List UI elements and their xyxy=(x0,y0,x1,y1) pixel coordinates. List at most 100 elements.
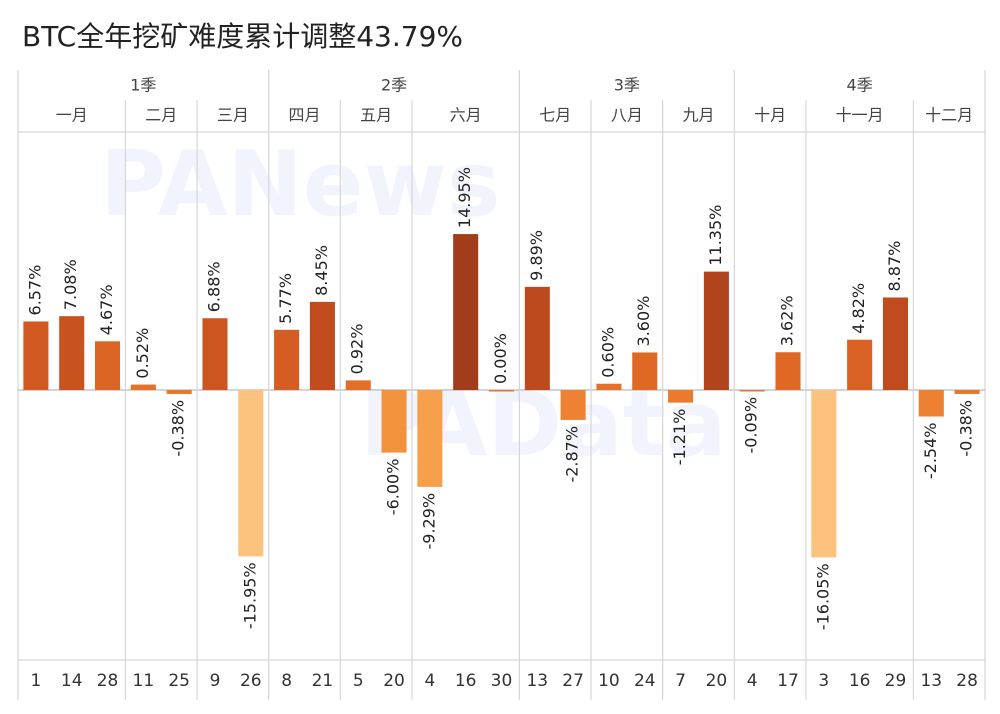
quarter-label: 3季 xyxy=(614,76,640,95)
bar xyxy=(95,341,121,390)
value-label: -9.29% xyxy=(419,493,438,550)
x-tick-label: 24 xyxy=(634,671,656,691)
svg-text:PANews: PANews xyxy=(100,132,500,237)
quarter-label: 2季 xyxy=(381,76,407,95)
x-tick-label: 28 xyxy=(956,671,978,691)
month-label: 十一月 xyxy=(836,106,884,125)
x-tick-label: 20 xyxy=(383,671,405,691)
value-label: 4.67% xyxy=(97,284,116,335)
quarter-label: 1季 xyxy=(130,76,156,95)
x-tick-label: 10 xyxy=(598,671,620,691)
x-tick-label: 16 xyxy=(455,671,477,691)
value-label: 7.08% xyxy=(61,259,80,310)
x-tick-label: 27 xyxy=(562,671,584,691)
bar xyxy=(453,234,479,390)
value-label: -0.38% xyxy=(957,400,976,457)
x-tick-label: 29 xyxy=(885,671,907,691)
month-label: 七月 xyxy=(539,106,571,125)
x-tick-label: 4 xyxy=(747,671,758,691)
bar xyxy=(703,271,729,390)
bar xyxy=(274,329,300,390)
x-tick-label: 17 xyxy=(777,671,799,691)
value-label: 9.89% xyxy=(527,230,546,281)
x-tick-label: 16 xyxy=(849,671,871,691)
bar xyxy=(847,339,873,390)
value-label: 8.45% xyxy=(312,245,331,296)
x-tick-label: 3 xyxy=(818,671,829,691)
value-label: 0.60% xyxy=(598,327,617,378)
month-label: 三月 xyxy=(217,106,249,125)
bar xyxy=(739,390,765,392)
value-label: -1.21% xyxy=(670,409,689,466)
value-label: -16.05% xyxy=(813,563,832,630)
bar xyxy=(524,286,550,390)
bar xyxy=(238,390,264,557)
x-tick-label: 5 xyxy=(353,671,364,691)
x-tick-label: 25 xyxy=(168,671,190,691)
bar xyxy=(59,316,85,390)
x-tick-label: 11 xyxy=(133,671,155,691)
x-tick-label: 7 xyxy=(675,671,686,691)
x-tick-label: 13 xyxy=(920,671,942,691)
x-tick-label: 14 xyxy=(61,671,83,691)
value-label: 6.88% xyxy=(204,261,223,312)
x-tick-label: 13 xyxy=(526,671,548,691)
bar xyxy=(596,383,622,390)
x-tick-label: 9 xyxy=(210,671,221,691)
x-tick-label: 8 xyxy=(281,671,292,691)
bar xyxy=(417,390,443,487)
x-tick-label: 30 xyxy=(491,671,513,691)
bar xyxy=(202,318,228,390)
month-label: 五月 xyxy=(360,106,392,125)
bar xyxy=(23,321,49,390)
x-tick-label: 28 xyxy=(97,671,119,691)
value-label: 6.57% xyxy=(25,265,44,316)
month-label: 四月 xyxy=(289,106,321,125)
x-tick-label: 1 xyxy=(30,671,41,691)
month-label: 九月 xyxy=(682,106,714,125)
bar xyxy=(918,390,944,417)
value-label: 14.95% xyxy=(455,167,474,228)
value-label: -2.54% xyxy=(921,422,940,479)
value-label: 0.00% xyxy=(491,333,510,384)
bar xyxy=(130,384,156,390)
value-label: 3.62% xyxy=(778,295,797,346)
value-label: -2.87% xyxy=(563,426,582,483)
bar xyxy=(166,390,192,394)
month-label: 二月 xyxy=(145,106,177,125)
value-label: 5.77% xyxy=(276,273,295,324)
x-tick-label: 4 xyxy=(424,671,435,691)
month-label: 十月 xyxy=(754,106,786,125)
value-label: -15.95% xyxy=(240,562,259,629)
value-label: 11.35% xyxy=(706,205,725,266)
quarter-label: 4季 xyxy=(847,76,873,95)
bar xyxy=(560,390,586,420)
bar xyxy=(811,390,837,558)
value-label: 8.87% xyxy=(885,241,904,292)
x-tick-label: 20 xyxy=(706,671,728,691)
bar xyxy=(488,390,515,392)
value-label: 3.60% xyxy=(634,296,653,347)
bar xyxy=(309,301,335,390)
watermark: PANews PAData xyxy=(100,132,727,477)
month-label: 十二月 xyxy=(925,106,973,125)
x-tick-label: 26 xyxy=(240,671,262,691)
month-label: 六月 xyxy=(450,106,482,125)
month-label: 一月 xyxy=(56,106,88,125)
value-label: 4.82% xyxy=(849,283,868,334)
x-tick-label: 21 xyxy=(312,671,334,691)
value-label: -0.09% xyxy=(742,397,761,454)
bar xyxy=(882,297,908,390)
bar xyxy=(381,390,407,453)
bar xyxy=(345,380,371,390)
bar xyxy=(954,390,980,394)
value-label: 0.52% xyxy=(133,328,152,379)
chart-title: BTC全年挖矿难度累计调整43.79% xyxy=(22,20,463,53)
month-label: 八月 xyxy=(611,106,643,125)
value-label: -6.00% xyxy=(384,459,403,516)
bar xyxy=(632,352,658,390)
bar xyxy=(668,390,694,403)
value-label: 0.92% xyxy=(348,324,367,375)
value-label: -0.38% xyxy=(169,400,188,457)
